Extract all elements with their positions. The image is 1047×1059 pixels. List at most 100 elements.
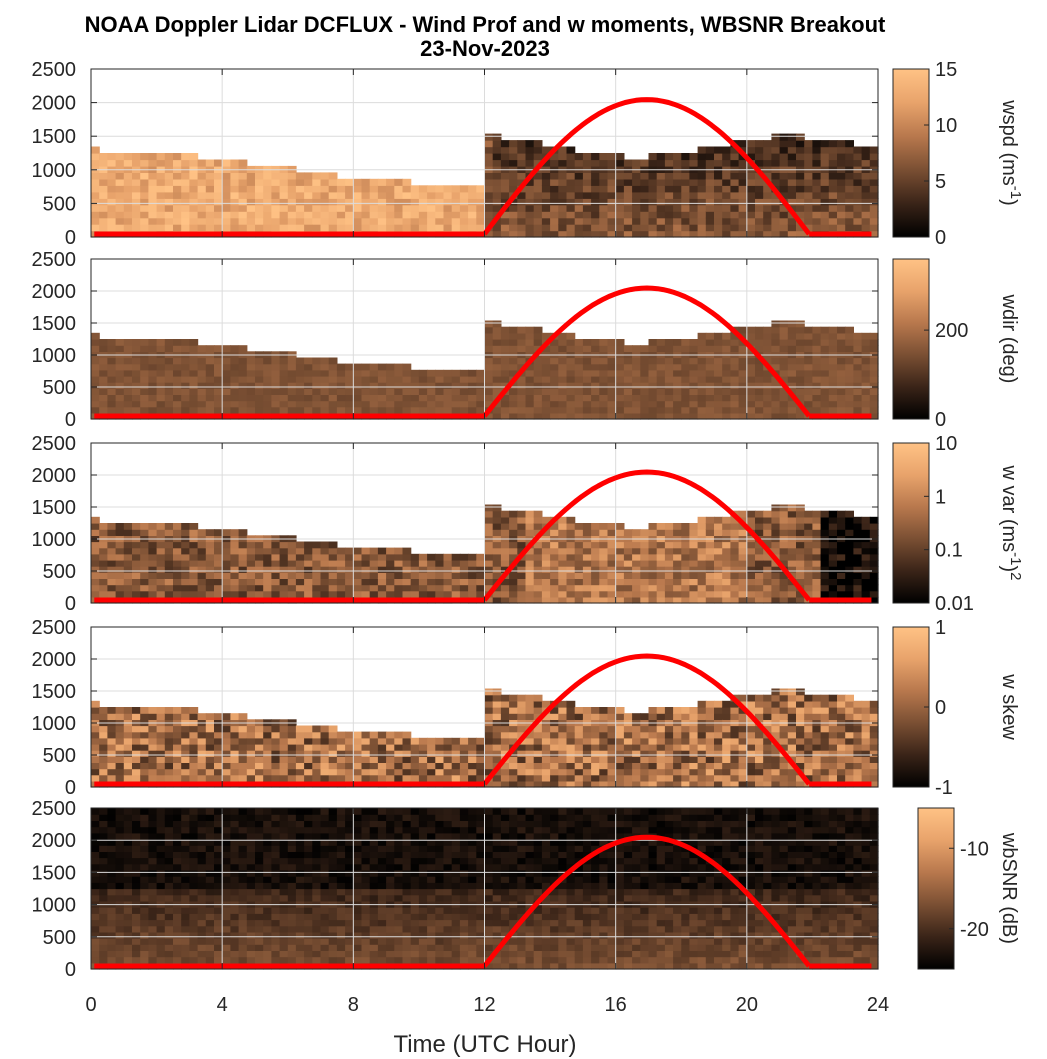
heatmap-cell <box>345 756 354 763</box>
heatmap-cell <box>714 774 723 782</box>
heatmap-cell <box>541 369 551 377</box>
heatmap-cell <box>197 743 207 751</box>
heatmap-cell <box>861 713 871 720</box>
heatmap-cell <box>197 369 207 377</box>
heatmap-cell <box>484 504 494 512</box>
heatmap-cell <box>320 572 330 579</box>
heatmap-cell <box>443 375 453 383</box>
heatmap-cell <box>705 700 715 708</box>
heatmap-cell <box>730 707 740 714</box>
heatmap-cell <box>336 737 346 745</box>
heatmap-cell <box>345 768 354 776</box>
heatmap-cell <box>386 774 395 782</box>
heatmap-cell <box>771 159 781 167</box>
heatmap-cell <box>673 596 682 604</box>
heatmap-cell <box>845 559 854 567</box>
heatmap-cell <box>410 224 420 232</box>
heatmap-cell <box>714 172 723 180</box>
heatmap-cell <box>640 768 650 776</box>
heatmap-cell <box>837 553 846 561</box>
heatmap-cell <box>492 553 502 561</box>
heatmap-cell <box>861 204 871 212</box>
heatmap-cell <box>697 750 707 757</box>
heatmap-cell <box>205 375 215 383</box>
heatmap-cell <box>681 178 691 186</box>
heatmap-cell <box>402 198 412 206</box>
heatmap-cell <box>689 725 699 733</box>
heatmap-cell <box>615 217 625 225</box>
heatmap-cell <box>558 211 568 219</box>
heatmap-cell <box>738 406 748 414</box>
heatmap-cell <box>664 198 674 206</box>
heatmap-cell <box>582 750 592 757</box>
heatmap-cell <box>730 553 740 561</box>
heatmap-cell <box>779 547 789 555</box>
heatmap-cell <box>591 774 600 782</box>
heatmap-cell <box>459 743 469 751</box>
heatmap-cell <box>353 572 363 579</box>
heatmap-cell <box>755 412 764 420</box>
heatmap-cell <box>345 737 354 745</box>
heatmap-cell <box>410 553 420 561</box>
heatmap-cell <box>402 768 412 776</box>
heatmap-cell <box>451 578 461 586</box>
heatmap-cell <box>533 394 543 402</box>
heatmap-cell <box>509 153 518 161</box>
heatmap-cell <box>566 756 576 763</box>
heatmap-cell <box>541 394 551 402</box>
heatmap-cell <box>779 339 789 346</box>
heatmap-cell <box>681 578 691 586</box>
heatmap-cell <box>123 363 133 371</box>
heatmap-cell <box>640 774 650 782</box>
heatmap-cell <box>632 725 641 733</box>
heatmap-cell <box>845 369 854 377</box>
heatmap-cell <box>304 406 313 414</box>
heatmap-cell <box>681 596 691 604</box>
heatmap-cell <box>140 357 149 365</box>
heatmap-cell <box>812 768 822 776</box>
heatmap-cell <box>369 382 379 389</box>
heatmap-cell <box>156 725 166 733</box>
heatmap-cell <box>484 529 494 536</box>
heatmap-cell <box>796 547 805 555</box>
heatmap-cell <box>681 756 691 763</box>
heatmap-cell <box>689 230 699 238</box>
heatmap-cell <box>402 224 412 232</box>
heatmap-cell <box>566 529 576 536</box>
heatmap-cell <box>648 159 658 167</box>
heatmap-cell <box>99 894 108 902</box>
heatmap-cell <box>140 523 149 530</box>
heatmap-cell <box>673 707 682 714</box>
heatmap-cell <box>787 230 797 238</box>
heatmap-cell <box>550 529 559 536</box>
heatmap-cell <box>796 566 805 573</box>
heatmap-cell <box>632 211 641 219</box>
heatmap-cell <box>500 584 510 592</box>
heatmap-cell <box>648 756 658 763</box>
heatmap-cell <box>214 547 223 555</box>
heatmap-cell <box>697 731 707 739</box>
heatmap-cell <box>722 700 731 708</box>
heatmap-cell <box>525 217 535 225</box>
heatmap-cell <box>632 230 641 238</box>
heatmap-cell <box>689 339 699 346</box>
heatmap-cell <box>779 211 789 219</box>
heatmap-cell <box>648 400 658 408</box>
heatmap-cell <box>861 159 871 167</box>
heatmap-cell <box>181 185 190 193</box>
heatmap-cell <box>763 369 772 377</box>
heatmap-cell <box>845 707 854 714</box>
heatmap-cell <box>574 153 584 161</box>
heatmap-cell <box>99 882 108 890</box>
heatmap-cell <box>787 584 797 592</box>
heatmap-cell <box>517 566 527 573</box>
heatmap-cell <box>115 851 125 859</box>
heatmap-cell <box>656 412 666 420</box>
heatmap-cell <box>550 553 559 561</box>
heatmap-cell <box>369 547 379 555</box>
heatmap-cell <box>246 185 256 193</box>
heatmap-cell <box>673 198 682 206</box>
heatmap-cell <box>566 217 576 225</box>
heatmap-cell <box>492 172 502 180</box>
heatmap-cell <box>558 345 568 352</box>
